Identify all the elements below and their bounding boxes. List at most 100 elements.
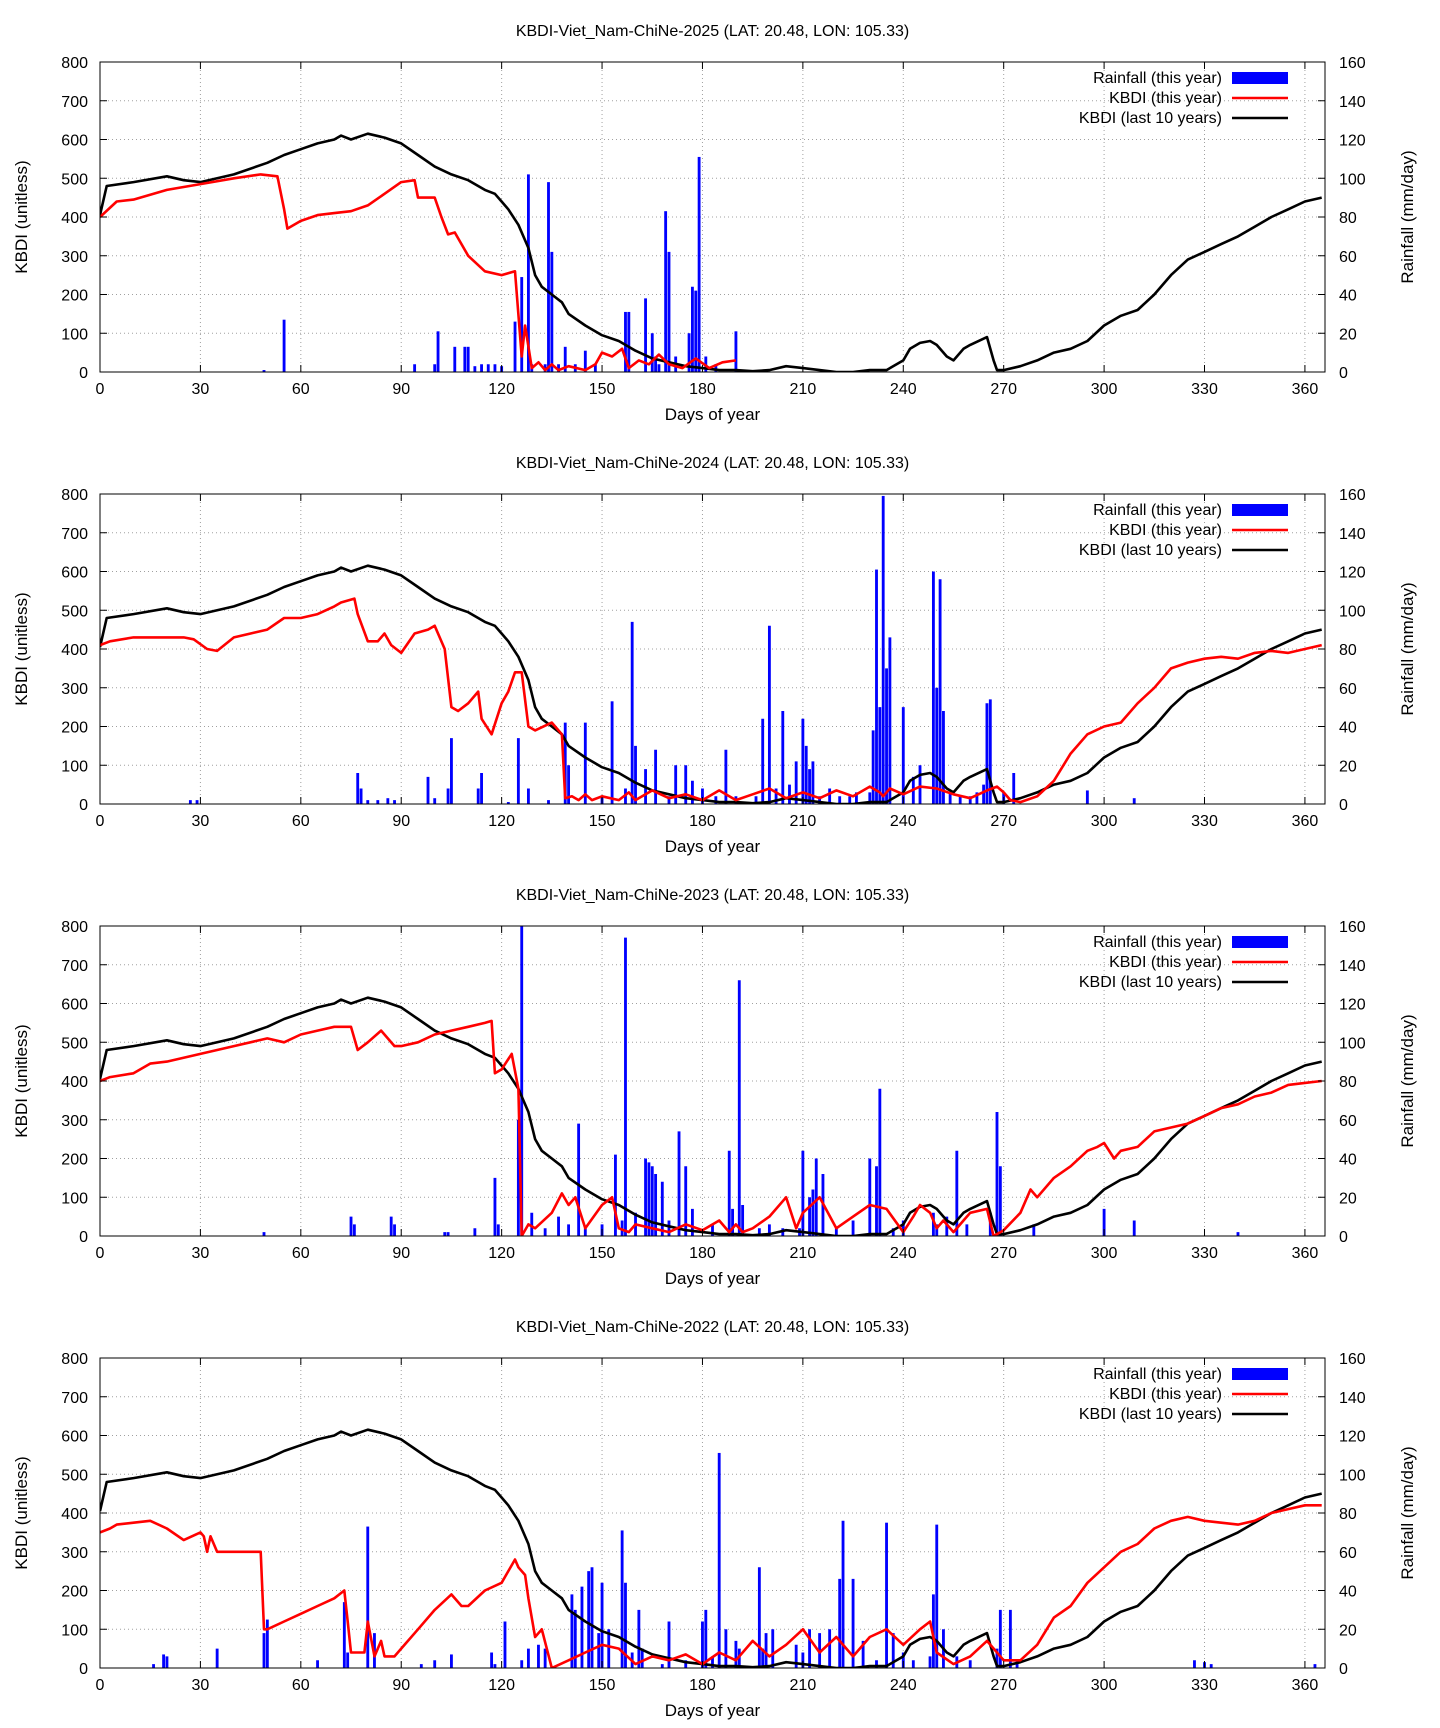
y-tick-label: 400	[61, 1074, 88, 1091]
x-tick-label: 210	[790, 1677, 817, 1694]
plot-area	[100, 1428, 1322, 1668]
y2-tick-label: 140	[1339, 526, 1366, 543]
y2-tick-label: 120	[1339, 1429, 1366, 1446]
x-tick-label: 300	[1091, 813, 1118, 830]
rainfall-bar	[754, 796, 758, 804]
rainfall-bar	[714, 796, 718, 804]
rainfall-bar	[1032, 1224, 1036, 1236]
rainfall-bar	[948, 792, 952, 804]
rainfall-bar	[1209, 1664, 1213, 1668]
x-tick-label: 90	[392, 813, 410, 830]
rainfall-bar	[342, 1602, 346, 1668]
y2-tick-label: 160	[1339, 55, 1366, 72]
rainfall-bar	[684, 765, 688, 804]
rainfall-bar	[450, 1654, 453, 1668]
y-tick-label: 600	[61, 133, 88, 150]
rainfall-bar	[998, 1166, 1002, 1236]
rainfall-bar	[473, 366, 477, 372]
rainfall-bar	[413, 364, 417, 372]
rainfall-bar	[583, 722, 587, 804]
x-tick-label: 360	[1292, 813, 1319, 830]
legend-swatch-rainfall	[1232, 504, 1288, 516]
rainfall-bar	[453, 346, 457, 372]
rainfall-bar	[724, 1629, 728, 1668]
rainfall-bar	[506, 802, 510, 804]
rainfall-bar	[711, 1224, 714, 1236]
rainfall-bar	[901, 1220, 905, 1236]
rainfall-bar	[938, 579, 942, 804]
rainfall-bar	[550, 251, 554, 372]
rainfall-bar	[871, 730, 875, 804]
y-tick-label: 500	[61, 1035, 88, 1052]
kbdi-this-year-line	[100, 1504, 1322, 1668]
y-tick-label: 400	[61, 642, 88, 659]
x-tick-label: 150	[589, 1677, 616, 1694]
rainfall-bar	[493, 1664, 497, 1668]
x-tick-label: 180	[689, 381, 716, 398]
rainfall-bar	[767, 625, 771, 804]
rainfall-bar	[567, 1224, 571, 1236]
x-tick-label: 270	[990, 1245, 1017, 1262]
rainfall-bar	[968, 1660, 972, 1668]
rainfall-bar	[667, 1220, 671, 1236]
x-tick-label: 0	[96, 813, 105, 830]
x-tick-label: 30	[192, 381, 210, 398]
grid	[100, 1358, 1325, 1668]
rainfall-bar	[891, 1228, 895, 1236]
rainfall-bar	[654, 749, 658, 804]
y2-axis-label: Rainfall (mm/day)	[1398, 1014, 1417, 1147]
rainfall-bar	[767, 1224, 771, 1236]
y-tick-label: 200	[61, 1152, 88, 1169]
legend-label: KBDI (this year)	[1109, 90, 1222, 107]
rainfall-bar	[935, 1524, 939, 1668]
rainfall-bar	[854, 792, 858, 804]
rainfall-bar	[828, 788, 832, 804]
x-tick-label: 150	[589, 1245, 616, 1262]
grid	[100, 494, 1325, 804]
rainfall-bar	[761, 718, 765, 804]
y-tick-label: 0	[79, 365, 88, 382]
rainfall-bar	[352, 1224, 356, 1236]
rainfall-bar	[476, 788, 480, 804]
y2-tick-label: 20	[1339, 758, 1357, 775]
rainfall-bar	[654, 356, 658, 372]
rainfall-bar	[530, 1212, 534, 1236]
rainfall-bar	[346, 1652, 350, 1668]
rainfall-bar	[901, 1652, 905, 1668]
rainfall-bar	[995, 1112, 999, 1236]
rainfall-bar	[393, 800, 396, 804]
x-tick-label: 60	[292, 1245, 310, 1262]
x-tick-label: 0	[96, 1677, 105, 1694]
x-tick-label: 90	[392, 381, 410, 398]
y-tick-label: 200	[61, 288, 88, 305]
rainfall-bar	[690, 286, 694, 372]
rainfall-bar	[282, 319, 286, 372]
rainfall-bar	[878, 707, 882, 804]
y2-tick-label: 100	[1339, 1035, 1366, 1052]
y2-tick-label: 120	[1339, 133, 1366, 150]
y2-tick-label: 60	[1339, 249, 1357, 266]
rainfall-bar	[704, 1609, 708, 1668]
rainfall-bar	[918, 765, 922, 804]
rainfall-bar	[1193, 1660, 1196, 1668]
rainfall-bar	[265, 1619, 269, 1668]
rainfall-bar	[557, 364, 560, 372]
kbdi-this-year-line	[100, 597, 1322, 804]
x-tick-label: 210	[790, 1245, 817, 1262]
rainfall-bar	[794, 761, 798, 804]
y2-tick-label: 20	[1339, 326, 1357, 343]
rainfall-bar	[162, 1654, 166, 1668]
rainfall-bar	[660, 1664, 664, 1668]
y2-tick-label: 20	[1339, 1190, 1357, 1207]
y-tick-label: 500	[61, 1467, 88, 1484]
rainfall-bar	[376, 800, 380, 804]
rainfall-bar	[818, 796, 822, 804]
rainfall-bar	[771, 1629, 775, 1668]
chart-title: KBDI-Viet_Nam-ChiNe-2023 (LAT: 20.48, LO…	[516, 887, 909, 904]
rainfall-bar	[1132, 798, 1136, 804]
y2-tick-label: 80	[1339, 1074, 1357, 1091]
rainfall-bar	[516, 1119, 520, 1236]
rainfall-bar	[590, 1567, 594, 1668]
rainfall-bar	[547, 182, 550, 372]
